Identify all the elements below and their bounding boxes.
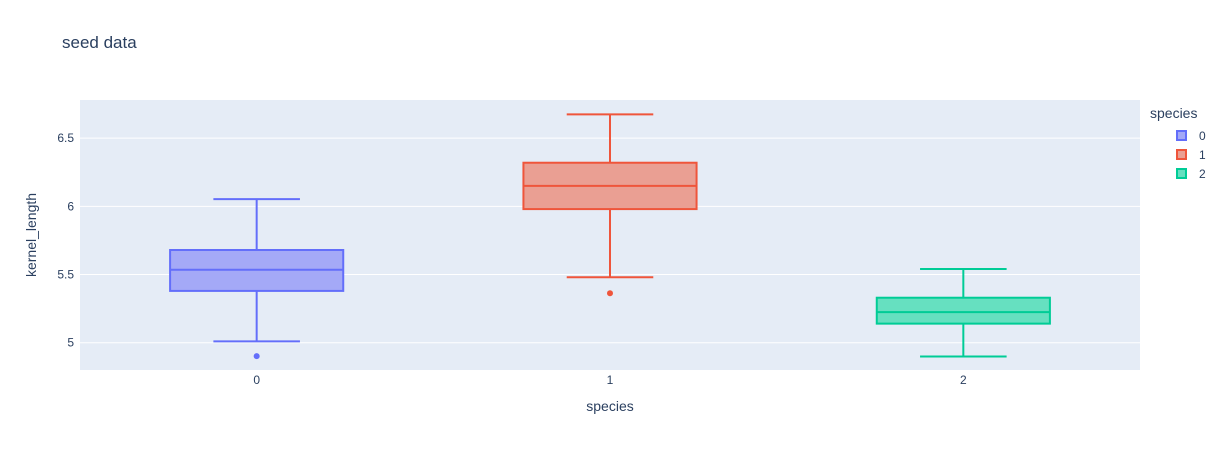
legend: species 0 1 2 — [1150, 105, 1206, 183]
legend-label: 0 — [1199, 128, 1206, 143]
chart-title: seed data — [62, 33, 137, 52]
legend-item[interactable]: 1 — [1176, 145, 1206, 164]
y-tick-label: 5 — [67, 336, 74, 350]
legend-swatch — [1176, 130, 1187, 141]
x-tick-label: 0 — [253, 373, 260, 387]
legend-swatch — [1176, 168, 1187, 179]
y-axis-label: kernel_length — [23, 193, 39, 277]
legend-title: species — [1150, 105, 1198, 121]
x-tick-label: 1 — [607, 373, 614, 387]
outlier-point — [607, 290, 613, 297]
legend-items: 0 1 2 — [1150, 126, 1206, 183]
box-iqr — [875, 296, 1051, 325]
outlier-point — [253, 353, 260, 360]
legend-label: 2 — [1199, 166, 1206, 181]
x-axis-label: species — [586, 398, 633, 414]
y-tick-label: 6.5 — [57, 131, 74, 145]
legend-item[interactable]: 2 — [1176, 164, 1206, 183]
legend-label: 1 — [1199, 147, 1206, 162]
legend-item[interactable]: 0 — [1176, 126, 1206, 145]
y-tick-label: 6 — [67, 199, 74, 213]
x-tick-label: 2 — [960, 373, 967, 387]
legend-swatch — [1176, 149, 1187, 160]
y-tick-label: 5.5 — [57, 268, 74, 282]
